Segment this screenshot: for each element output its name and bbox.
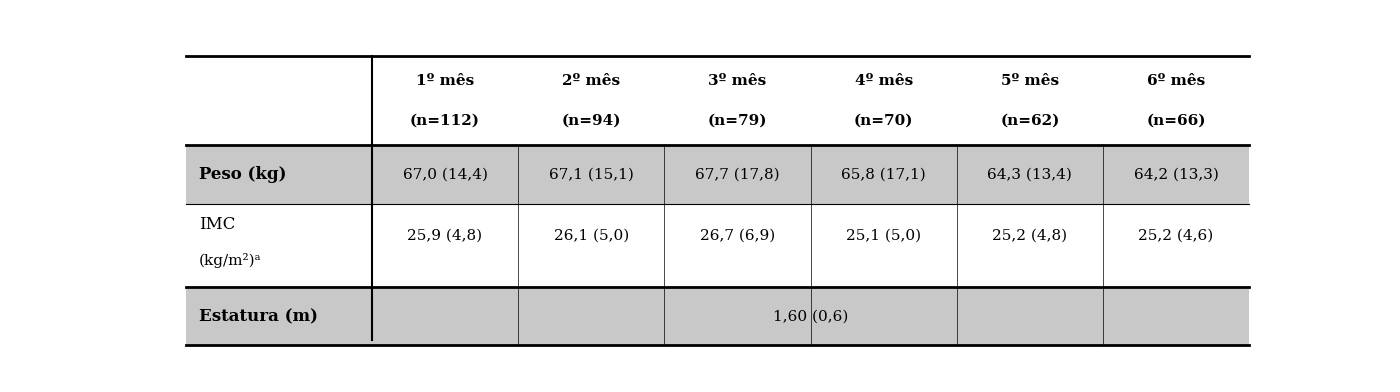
Text: Estatura (m): Estatura (m) bbox=[199, 308, 318, 325]
Text: (n=112): (n=112) bbox=[410, 113, 480, 127]
Text: 6º mês: 6º mês bbox=[1147, 74, 1205, 88]
Text: 1,60 (0,6): 1,60 (0,6) bbox=[773, 309, 848, 323]
Text: (n=70): (n=70) bbox=[854, 113, 913, 127]
Text: (n=66): (n=66) bbox=[1147, 113, 1205, 127]
Text: (kg/m²)ᵃ: (kg/m²)ᵃ bbox=[199, 253, 262, 268]
Text: 3º mês: 3º mês bbox=[708, 74, 767, 88]
Text: 4º mês: 4º mês bbox=[854, 74, 913, 88]
Bar bbox=[186, 287, 1249, 345]
Text: 25,1 (5,0): 25,1 (5,0) bbox=[846, 229, 921, 242]
Text: 64,2 (13,3): 64,2 (13,3) bbox=[1134, 167, 1218, 181]
Text: 64,3 (13,4): 64,3 (13,4) bbox=[987, 167, 1072, 181]
Text: 25,2 (4,8): 25,2 (4,8) bbox=[993, 229, 1067, 242]
Text: 67,1 (15,1): 67,1 (15,1) bbox=[549, 167, 634, 181]
Text: 25,2 (4,6): 25,2 (4,6) bbox=[1138, 229, 1214, 242]
Text: 26,7 (6,9): 26,7 (6,9) bbox=[700, 229, 776, 242]
Text: IMC: IMC bbox=[199, 216, 235, 233]
Text: (n=94): (n=94) bbox=[561, 113, 622, 127]
Text: Peso (kg): Peso (kg) bbox=[199, 166, 287, 183]
Bar bbox=[186, 56, 1249, 145]
Text: 1º mês: 1º mês bbox=[416, 74, 475, 88]
Text: 25,9 (4,8): 25,9 (4,8) bbox=[407, 229, 483, 242]
Text: 2º mês: 2º mês bbox=[563, 74, 620, 88]
Text: 67,0 (14,4): 67,0 (14,4) bbox=[403, 167, 487, 181]
Text: 5º mês: 5º mês bbox=[1001, 74, 1058, 88]
Text: 26,1 (5,0): 26,1 (5,0) bbox=[553, 229, 629, 242]
Bar bbox=[186, 203, 1249, 287]
Text: (n=62): (n=62) bbox=[1000, 113, 1060, 127]
Bar bbox=[186, 145, 1249, 203]
Text: 65,8 (17,1): 65,8 (17,1) bbox=[841, 167, 925, 181]
Text: 67,7 (17,8): 67,7 (17,8) bbox=[696, 167, 780, 181]
Text: (n=79): (n=79) bbox=[707, 113, 767, 127]
